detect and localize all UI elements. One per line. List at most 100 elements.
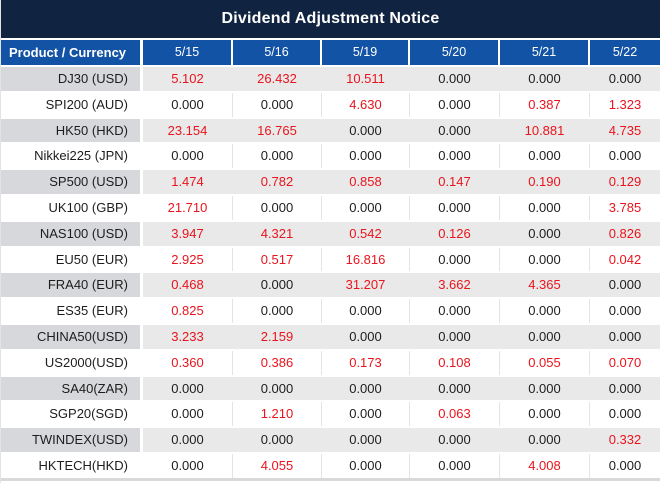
value-cell: 0.542	[322, 221, 410, 246]
table-row: SP500 (USD) 1.474 0.782 0.858 0.147 0.190 0.12…	[1, 170, 660, 194]
value-cell: 0.000	[322, 453, 410, 478]
value-cell: 0.000	[590, 273, 660, 298]
product-cell: US2000(USD)	[1, 350, 143, 375]
value-cell: 0.000	[410, 324, 500, 349]
product-cell: SA40(ZAR)	[1, 376, 143, 401]
value-cell: 0.000	[322, 299, 410, 323]
value-cell: 0.000	[590, 376, 660, 401]
product-cell: SP500 (USD)	[1, 170, 143, 194]
value-cell: 0.147	[410, 170, 500, 194]
value-cell: 4.365	[500, 273, 590, 298]
value-cell: 0.000	[500, 428, 590, 452]
table-row: TWINDEX(USD) 0.000 0.000 0.000 0.000 0.000 0.3…	[1, 428, 660, 452]
value-cell: 4.735	[590, 118, 660, 143]
table-row: SA40(ZAR) 0.000 0.000 0.000 0.000 0.000 0.000	[1, 376, 660, 401]
table-row: HK50 (HKD) 23.154 16.765 0.000 0.000 10.881 4.…	[1, 118, 660, 143]
value-cell: 4.321	[233, 221, 322, 246]
value-cell: 4.008	[500, 453, 590, 478]
value-cell: 0.000	[143, 376, 233, 401]
value-cell: 0.000	[233, 195, 322, 220]
table-row: NAS100 (USD) 3.947 4.321 0.542 0.126 0.000 0.8…	[1, 221, 660, 246]
value-cell: 21.710	[143, 195, 233, 220]
value-cell: 0.000	[500, 67, 590, 91]
value-cell: 0.000	[322, 144, 410, 169]
value-cell: 0.000	[143, 453, 233, 478]
table-row: SGP20(SGD) 0.000 1.210 0.000 0.063 0.000 0.000	[1, 402, 660, 427]
value-cell: 2.925	[143, 247, 233, 272]
date-header: 5/16	[233, 40, 322, 65]
notice-title: Dividend Adjustment Notice	[221, 10, 440, 27]
value-cell: 23.154	[143, 118, 233, 143]
value-cell: 26.432	[233, 67, 322, 91]
value-cell: 0.129	[590, 170, 660, 194]
value-cell: 0.517	[233, 247, 322, 272]
value-cell: 0.000	[322, 118, 410, 143]
product-cell: Nikkei225 (JPN)	[1, 144, 143, 169]
value-cell: 0.000	[233, 273, 322, 298]
value-cell: 1.210	[233, 402, 322, 427]
value-cell: 0.000	[322, 428, 410, 452]
value-cell: 0.190	[500, 170, 590, 194]
value-cell: 16.816	[322, 247, 410, 272]
value-cell: 0.000	[410, 376, 500, 401]
value-cell: 0.000	[143, 428, 233, 452]
date-header: 5/20	[410, 40, 500, 65]
value-cell: 0.000	[410, 67, 500, 91]
value-cell: 0.000	[233, 92, 322, 117]
product-cell: HK50 (HKD)	[1, 118, 143, 143]
product-currency-header: Product / Currency	[1, 40, 143, 65]
value-cell: 0.360	[143, 350, 233, 375]
date-header: 5/19	[322, 40, 410, 65]
value-cell: 0.000	[500, 376, 590, 401]
table-row: FRA40 (EUR) 0.468 0.000 31.207 3.662 4.365 0.0…	[1, 273, 660, 298]
value-cell: 0.000	[322, 324, 410, 349]
value-cell: 0.000	[500, 299, 590, 323]
table-row: Nikkei225 (JPN) 0.000 0.000 0.000 0.000 0.000…	[1, 144, 660, 169]
table-row: HKTECH(HKD) 0.000 4.055 0.000 0.000 4.008 0.00…	[1, 453, 660, 478]
value-cell: 3.233	[143, 324, 233, 349]
value-cell: 0.782	[233, 170, 322, 194]
table-row: SPI200 (AUD) 0.000 0.000 4.630 0.000 0.387 1.3…	[1, 92, 660, 117]
value-cell: 0.000	[143, 92, 233, 117]
value-cell: 0.173	[322, 350, 410, 375]
value-cell: 3.785	[608, 199, 642, 215]
value-cell: 0.055	[500, 350, 590, 375]
notice-title-bar: Dividend Adjustment Notice	[1, 0, 660, 38]
value-cell: 0.858	[322, 170, 410, 194]
value-cell: 0.826	[590, 221, 660, 246]
value-cell: 0.000	[322, 195, 410, 220]
value-cell: 0.000	[410, 195, 500, 220]
value-cell: 0.000	[500, 324, 590, 349]
value-cell: 10.881	[500, 118, 590, 143]
value-cell: 5.102	[143, 67, 233, 91]
date-header: 5/21	[500, 40, 590, 65]
value-cell: 0.000	[500, 247, 590, 272]
value-cell: 0.042	[608, 251, 642, 267]
value-cell: 0.000	[410, 118, 500, 143]
value-cell: 0.468	[143, 273, 233, 298]
value-cell: 16.765	[233, 118, 322, 143]
value-cell: 0.000	[233, 428, 322, 452]
value-cell: 0.000	[410, 453, 500, 478]
value-cell: 0.000	[608, 303, 642, 319]
product-cell: UK100 (GBP)	[1, 195, 143, 220]
value-cell: 1.474	[143, 170, 233, 194]
value-cell: 0.126	[410, 221, 500, 246]
value-cell: 2.159	[233, 324, 322, 349]
date-header: 5/15	[143, 40, 233, 65]
value-cell: 31.207	[322, 273, 410, 298]
value-cell: 0.000	[143, 144, 233, 169]
value-cell: 0.386	[233, 350, 322, 375]
value-cell: 0.000	[608, 406, 642, 422]
table-bottom-edge	[1, 477, 660, 481]
value-cell: 0.000	[500, 402, 590, 427]
value-cell: 0.000	[410, 144, 500, 169]
table-header-row: Product / Currency 5/15 5/16 5/19 5/20 5…	[1, 40, 660, 65]
product-cell: TWINDEX(USD)	[1, 428, 143, 452]
value-cell: 0.000	[500, 144, 590, 169]
table-body: DJ30 (USD) 5.102 26.432 10.511 0.000 0.000 0.0…	[1, 67, 660, 478]
table-row: ES35 (EUR) 0.825 0.000 0.000 0.000 0.000 0.000	[1, 299, 660, 323]
value-cell: 0.108	[410, 350, 500, 375]
table-row: DJ30 (USD) 5.102 26.432 10.511 0.000 0.000 0.0…	[1, 67, 660, 91]
product-cell: SGP20(SGD)	[1, 402, 143, 427]
